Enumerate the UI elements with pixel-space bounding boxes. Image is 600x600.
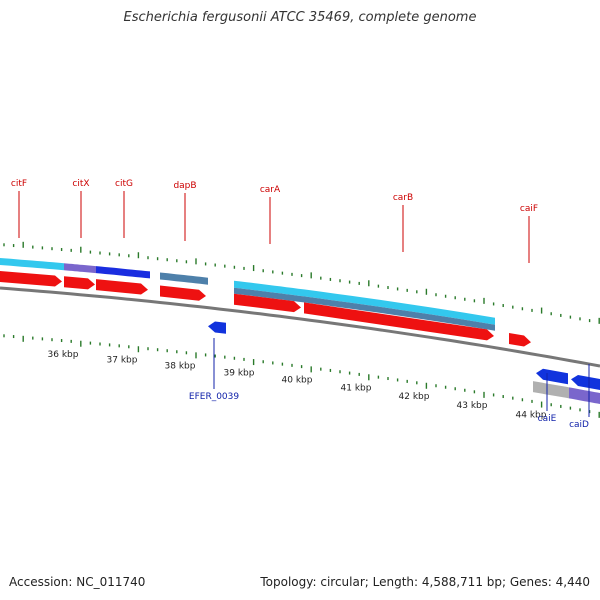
reverse-gene-track (208, 321, 600, 404)
forward-gene-track (0, 271, 531, 347)
feature-bar (569, 387, 600, 404)
gene-label-carA: carA (260, 185, 281, 195)
scale-label: 38 kbp (165, 362, 196, 372)
gene-label-carB: carB (393, 193, 413, 203)
feature-bar (64, 263, 96, 274)
inner-tick-track (3, 334, 600, 418)
feature-bar (234, 280, 304, 297)
gene-label-citX: citX (72, 179, 89, 189)
scale-label: 36 kbp (48, 350, 79, 360)
feature-track (0, 258, 495, 331)
scale-label: 42 kbp (399, 392, 430, 402)
forward-gene-arrow (64, 276, 95, 290)
feature-bar (0, 258, 64, 271)
forward-gene-arrow (160, 285, 206, 301)
topology-text: Topology: circular; Length: 4,588,711 bp… (260, 575, 590, 589)
feature-bar (160, 272, 208, 285)
feature-bar (96, 266, 150, 279)
map-title: Escherichia fergusonii ATCC 35469, compl… (123, 10, 477, 25)
scale-label: 44 kbp (516, 411, 547, 421)
scale-label: 37 kbp (107, 356, 138, 366)
forward-gene-arrow (96, 279, 148, 295)
scale-label: 41 kbp (341, 383, 372, 393)
outer-tick-track (3, 241, 600, 324)
reverse-gene-arrow (536, 368, 568, 385)
accession-text: Accession: NC_011740 (9, 575, 146, 589)
feature-bar (234, 287, 304, 303)
reverse-gene-arrow (571, 374, 600, 390)
gene-label-caiD: caiD (569, 420, 589, 430)
feature-bar (304, 296, 495, 331)
gene-label-citG: citG (115, 179, 133, 189)
label-layer: 36 kbp 37 kbp 38 kbp 39 kbp 40 kbp 41 kbp 42 k… (11, 179, 590, 430)
gene-label-caiE: caiE (538, 414, 557, 424)
forward-gene-arrow (304, 302, 494, 341)
forward-gene-arrow (234, 293, 301, 313)
gene-label-EFER_0039: EFER_0039 (189, 392, 239, 402)
gene-label-caiF: caiF (520, 204, 538, 214)
gene-label-citF: citF (11, 179, 27, 189)
scale-label: 40 kbp (282, 376, 313, 386)
gene-label-dapB: dapB (173, 181, 196, 191)
forward-gene-arrow (509, 333, 531, 347)
genome-backbone (0, 286, 600, 368)
reverse-gene-arrow (208, 321, 226, 334)
scale-label: 39 kbp (224, 368, 255, 378)
scale-label: 43 kbp (457, 401, 488, 411)
forward-gene-arrow (0, 271, 62, 287)
feature-bar (533, 381, 569, 399)
feature-bar (304, 289, 495, 325)
